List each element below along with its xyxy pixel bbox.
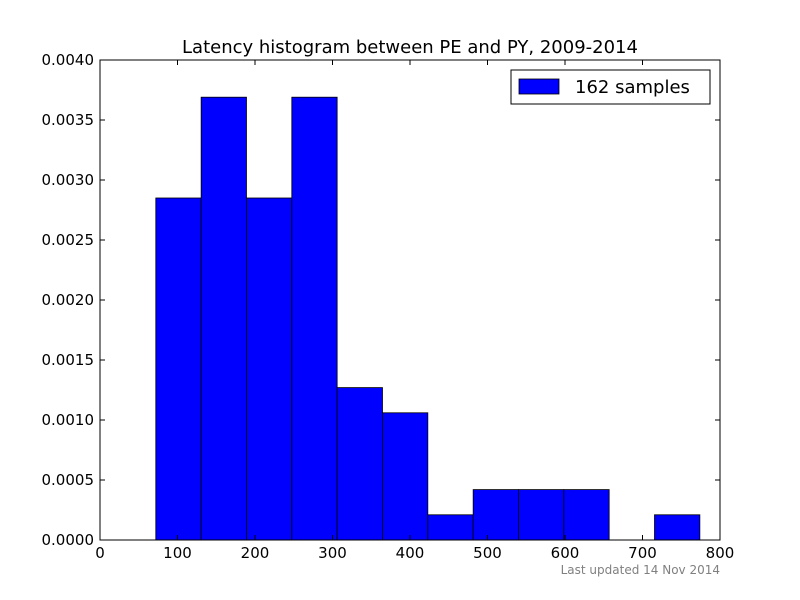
y-tick-label: 0.0035 [42, 111, 95, 129]
chart-title: Latency histogram between PE and PY, 200… [182, 37, 638, 58]
histogram-bar [518, 489, 565, 541]
histogram-bar [246, 197, 293, 541]
x-tick-label: 500 [473, 544, 502, 562]
y-tick-label: 0.0010 [42, 411, 95, 429]
y-tick-label: 0.0000 [42, 531, 95, 549]
legend: 162 samples [510, 69, 711, 105]
histogram-bar [427, 514, 474, 541]
last-updated-note: Last updated 14 Nov 2014 [561, 563, 720, 577]
histogram-bar [472, 489, 519, 541]
legend-swatch [518, 78, 560, 95]
y-tick-label: 0.0025 [42, 231, 95, 249]
x-tick-labels: 0 100 200 300 400 500 600 700 800 [95, 544, 734, 562]
histogram-bar [563, 489, 610, 541]
histogram-bar [200, 96, 247, 541]
y-tick-labels: 0.0000 0.0005 0.0010 0.0015 0.0020 0.0025 0.00… [42, 51, 95, 549]
x-tick-label: 800 [706, 544, 735, 562]
x-tick-label: 600 [551, 544, 580, 562]
histogram-bar [291, 96, 338, 541]
ticks-group [99, 59, 721, 541]
y-tick-label: 0.0030 [42, 171, 95, 189]
y-tick-label: 0.0005 [42, 471, 95, 489]
histogram-bar [155, 197, 202, 541]
x-tick-label: 0 [95, 544, 105, 562]
x-tick-label: 100 [163, 544, 192, 562]
bars-group [155, 96, 701, 541]
histogram-bar [336, 387, 383, 541]
y-tick-label: 0.0040 [42, 51, 95, 69]
histogram-bar [654, 514, 701, 541]
x-tick-label: 300 [318, 544, 347, 562]
histogram-bar [382, 412, 429, 541]
y-tick-label: 0.0020 [42, 291, 95, 309]
x-tick-label: 400 [396, 544, 425, 562]
x-tick-label: 700 [628, 544, 657, 562]
x-tick-label: 200 [241, 544, 270, 562]
y-tick-label: 0.0015 [42, 351, 95, 369]
legend-label: 162 samples [575, 77, 690, 98]
